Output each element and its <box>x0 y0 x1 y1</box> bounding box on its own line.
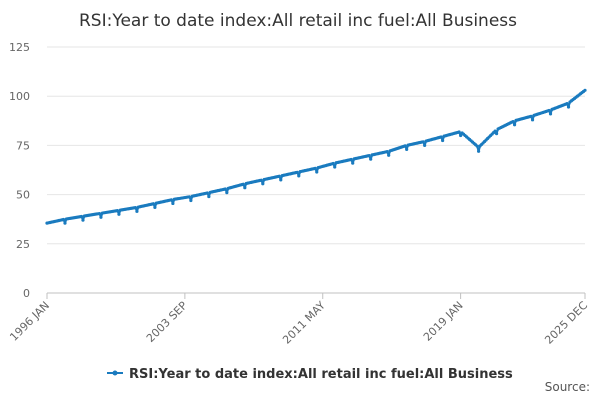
x-tick-label: 2011 MAY <box>280 299 328 347</box>
data-point <box>421 140 425 144</box>
data-point <box>547 108 551 113</box>
data-point <box>349 157 353 162</box>
data-point <box>405 147 409 151</box>
y-tick-label: 50 <box>16 189 30 202</box>
legend-label: RSI:Year to date index:All retail inc fu… <box>129 367 513 382</box>
data-point <box>205 191 209 195</box>
data-point <box>439 135 443 139</box>
data-point <box>261 182 265 186</box>
data-point <box>115 208 120 213</box>
data-point <box>169 198 173 202</box>
data-point <box>313 166 317 170</box>
data-point <box>151 202 155 206</box>
data-point <box>511 119 515 124</box>
data-point <box>187 195 191 199</box>
x-tick-label: 2003 SEP <box>144 299 190 345</box>
data-point <box>566 105 571 109</box>
data-point <box>259 178 263 182</box>
data-point <box>529 114 533 118</box>
data-point <box>475 144 479 148</box>
data-point <box>117 212 121 216</box>
data-point <box>223 187 227 191</box>
data-point <box>189 198 193 203</box>
data-point <box>441 138 445 143</box>
data-point <box>279 178 283 182</box>
data-point <box>369 157 373 161</box>
y-tick-label: 125 <box>9 41 30 54</box>
data-point <box>457 130 461 134</box>
data-point <box>171 201 175 206</box>
data-point <box>387 153 391 157</box>
data-point <box>133 206 138 210</box>
x-tick-label: 2019 JAN <box>421 299 466 344</box>
data-point <box>81 218 85 222</box>
data-point <box>530 118 535 122</box>
data-point <box>367 153 371 158</box>
data-point <box>79 214 84 219</box>
data-point <box>297 174 301 178</box>
data-point <box>331 161 335 166</box>
data-point <box>241 182 245 186</box>
series-layer <box>45 88 587 225</box>
legend[interactable]: RSI:Year to date index:All retail inc fu… <box>107 367 513 382</box>
data-point <box>494 131 499 136</box>
data-point <box>63 221 67 225</box>
data-point <box>61 217 66 222</box>
y-tick-label: 100 <box>9 90 30 103</box>
data-point <box>333 165 337 169</box>
series-line-0 <box>46 89 586 225</box>
data-point <box>403 144 407 148</box>
data-point <box>207 194 211 199</box>
chart-title: RSI:Year to date index:All retail inc fu… <box>79 11 517 31</box>
data-point <box>477 149 481 153</box>
data-point <box>295 170 299 174</box>
data-point <box>512 123 517 127</box>
data-point <box>277 174 281 178</box>
data-point <box>459 133 463 138</box>
data-point <box>315 170 319 174</box>
data-point <box>99 215 103 219</box>
source-label: Source: <box>544 380 590 394</box>
data-point <box>548 112 553 116</box>
y-tick-label: 75 <box>16 139 30 152</box>
data-point <box>153 205 157 209</box>
x-tick-label: 2025 DEC <box>542 299 590 347</box>
data-point <box>225 191 229 195</box>
x-axis: 1996 JAN 2003 SEP 2011 MAY 2019 JAN 2025 DEC <box>7 292 590 347</box>
y-tick-label: 0 <box>23 287 30 300</box>
data-point <box>583 88 587 92</box>
data-point <box>565 102 569 106</box>
legend-point-marker <box>112 370 118 376</box>
data-point <box>423 143 427 147</box>
y-axis: 0 25 50 75 100 125 <box>9 41 30 300</box>
y-tick-label: 25 <box>16 238 30 251</box>
data-point <box>243 186 247 190</box>
data-point <box>135 209 139 213</box>
data-point <box>385 150 389 154</box>
data-point <box>493 129 497 133</box>
data-point <box>351 161 355 165</box>
x-tick-label: 1996 JAN <box>7 299 52 344</box>
data-point <box>97 211 102 216</box>
